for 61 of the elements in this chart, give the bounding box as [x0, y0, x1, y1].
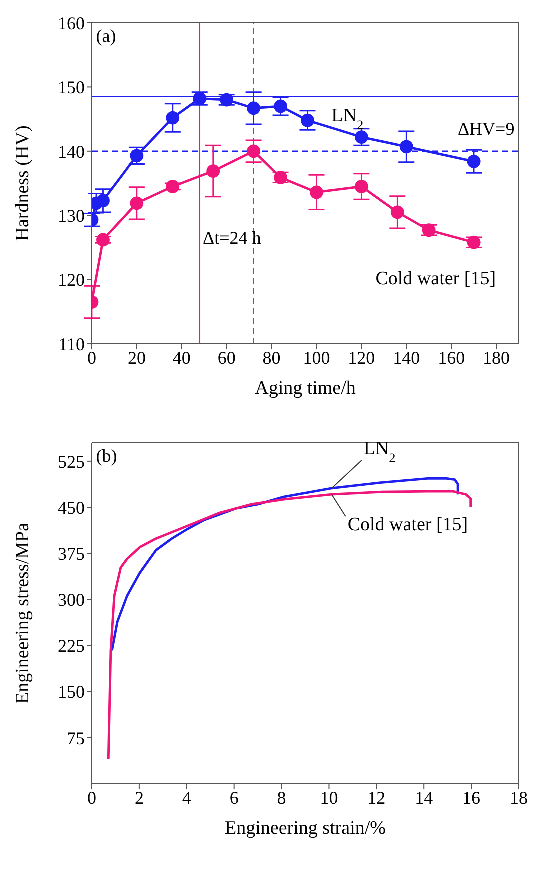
x-tick-label: 60	[218, 348, 236, 368]
annotation: (b)	[96, 446, 118, 466]
x-tick-label: 40	[172, 348, 191, 368]
point	[467, 154, 481, 168]
y-tick-label: 225	[58, 636, 85, 656]
point	[400, 140, 414, 154]
point	[310, 186, 324, 200]
x-tick-label: 6	[230, 788, 239, 808]
x-axis-title: Aging time/h	[255, 378, 356, 399]
x-tick-label: 0	[88, 788, 96, 808]
x-tick-label: 180	[483, 348, 510, 368]
x-tick-label: 8	[277, 788, 286, 808]
line-series	[107, 490, 472, 761]
series-label: LN$_{2}$	[364, 438, 396, 465]
x-tick-label: 120	[348, 348, 376, 368]
y-tick-label: 110	[58, 334, 85, 354]
x-tick-label: 140	[393, 348, 420, 368]
point	[301, 114, 314, 128]
point	[206, 164, 220, 178]
point	[247, 144, 261, 158]
y-tick-label: 300	[58, 590, 85, 610]
annotation: ΔHV=9	[458, 119, 515, 140]
x-tick-label: 18	[510, 788, 528, 808]
y-tick-label: 525	[58, 452, 85, 472]
annotation: Δt=24 h	[203, 228, 262, 248]
y-axis-title: Hardness (HV)	[12, 126, 34, 242]
point	[247, 102, 261, 116]
series-label: Cold water [15]	[376, 268, 496, 290]
point	[166, 180, 180, 194]
x-axis-title: Engineering strain/%	[225, 818, 386, 839]
y-tick-label: 120	[58, 270, 85, 290]
point	[96, 194, 110, 208]
series-label: Cold water [15]	[348, 514, 468, 536]
point	[274, 100, 288, 114]
y-tick-label: 375	[58, 544, 85, 564]
y-tick-label: 75	[67, 728, 85, 748]
x-tick-label: 2	[134, 788, 144, 808]
x-tick-label: 14	[415, 788, 434, 808]
y-tick-label: 450	[58, 498, 85, 518]
x-tick-label: 80	[262, 348, 281, 368]
x-tick-label: 20	[128, 348, 146, 368]
x-tick-label: 10	[320, 788, 338, 808]
point	[96, 233, 110, 247]
y-tick-label: 130	[58, 206, 85, 226]
y-tick-label: 150	[58, 682, 85, 702]
annotation: (a)	[96, 26, 116, 46]
y-tick-label: 140	[58, 142, 85, 162]
point	[166, 111, 180, 125]
x-tick-label: 0	[88, 348, 96, 368]
x-tick-label: 100	[303, 348, 330, 368]
series-label: LN$_{2}$	[332, 105, 364, 132]
point	[130, 196, 144, 210]
x-tick-label: 4	[182, 788, 192, 808]
x-tick-label: 16	[462, 788, 481, 808]
point	[354, 180, 368, 194]
y-tick-label: 160	[58, 13, 85, 34]
y-tick-label: 150	[58, 78, 85, 98]
x-tick-label: 12	[368, 788, 386, 808]
point	[390, 206, 404, 220]
x-tick-label: 160	[438, 348, 466, 368]
y-axis-title: Engineering stress/MPa	[12, 522, 34, 704]
